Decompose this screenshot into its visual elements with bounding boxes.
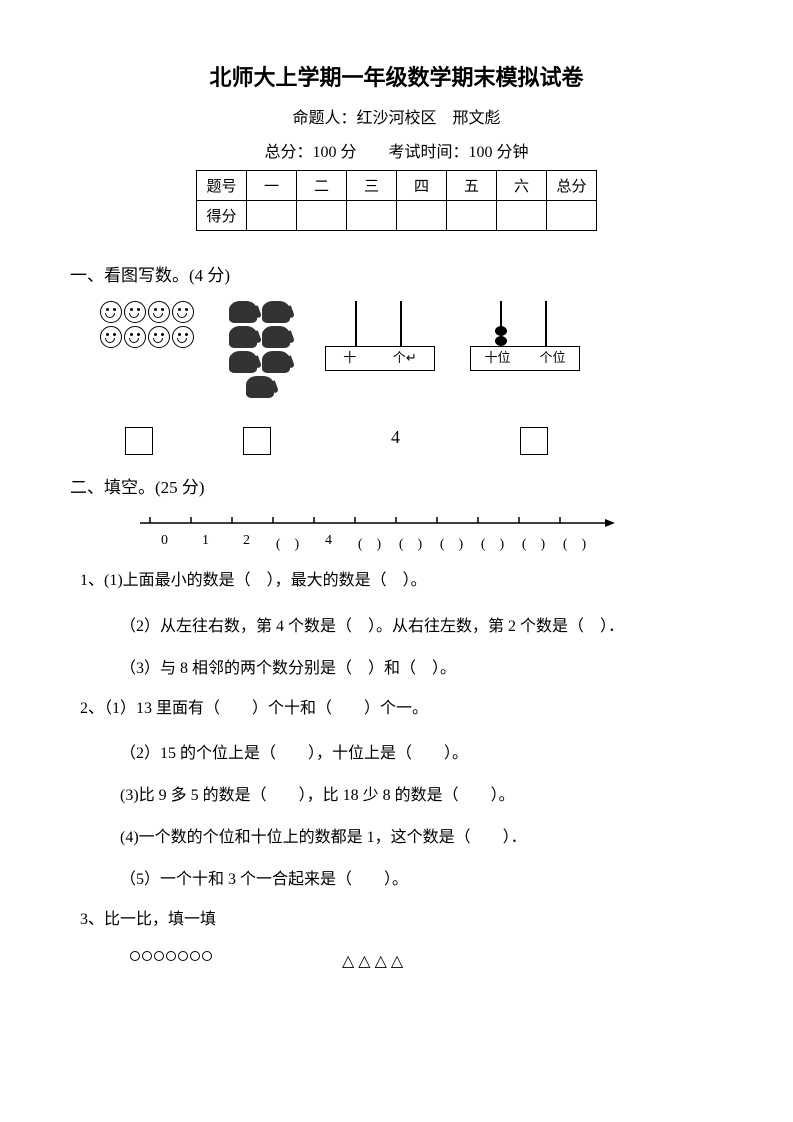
abacus-ones-label: 个位 [539, 347, 565, 366]
subtitle-author: 命题人：红沙河校区 邢文彪 [70, 104, 723, 128]
nl-label[interactable]: ( ) [267, 533, 308, 553]
table-cell[interactable] [247, 201, 297, 231]
table-cell: 四 [397, 171, 447, 201]
q2-2: （2）15 的个位上是（ ），十位上是（ ）。 [120, 739, 723, 763]
exam-info: 总分：100 分 考试时间：100 分钟 [70, 138, 723, 162]
nl-label[interactable]: ( ) [513, 533, 554, 553]
q1-2: （2）从左往右数，第 4 个数是（ ）。从右往左数，第 2 个数是（ ）． [120, 612, 723, 636]
table-cell[interactable] [347, 201, 397, 231]
score-table: 题号 一 二 三 四 五 六 总分 得分 [196, 170, 597, 231]
elephants-figure [229, 301, 290, 409]
circle-icon [178, 951, 188, 961]
smiley-icon [124, 301, 146, 323]
nl-label[interactable]: ( ) [349, 533, 390, 553]
circle-icon [202, 951, 212, 961]
circle-icon [166, 951, 176, 961]
answer-boxes-row: 4 [125, 419, 723, 455]
q3: 3、比一比，填一填 [80, 907, 723, 933]
table-cell: 三 [347, 171, 397, 201]
table-cell: 六 [497, 171, 547, 201]
smiley-icon [100, 326, 122, 348]
table-cell[interactable] [547, 201, 597, 231]
table-cell[interactable] [497, 201, 547, 231]
abacus-tens-label: 十 [343, 347, 356, 366]
nl-label: 1 [185, 533, 226, 553]
table-cell[interactable] [397, 201, 447, 231]
q1-3: （3）与 8 相邻的两个数分别是（ ）和（ ）。 [120, 654, 723, 678]
bead-icon [495, 326, 507, 336]
elephant-icon [246, 376, 274, 398]
nl-label[interactable]: ( ) [472, 533, 513, 553]
nl-label: 0 [144, 533, 185, 553]
shapes-row: △ △ △ △ [130, 951, 723, 971]
nl-label[interactable]: ( ) [390, 533, 431, 553]
table-row: 得分 [197, 201, 597, 231]
section1-header: 一、看图写数。(4 分) [70, 261, 723, 286]
circle-icon [154, 951, 164, 961]
smiley-icon [172, 326, 194, 348]
elephant-icon [262, 351, 290, 373]
q1-1: 1、(1)上面最小的数是（ ），最大的数是（ ）。 [80, 568, 723, 594]
table-cell: 五 [447, 171, 497, 201]
answer-box[interactable] [520, 427, 548, 455]
smiley-icon [124, 326, 146, 348]
section2-header: 二、填空。(25 分) [70, 473, 723, 498]
smiley-icon [172, 301, 194, 323]
elephant-icon [229, 351, 257, 373]
table-cell[interactable] [447, 201, 497, 231]
q2-4: (4)一个数的个位和十位上的数都是 1，这个数是（ ）． [120, 823, 723, 847]
nl-label[interactable]: ( ) [431, 533, 472, 553]
elephant-icon [262, 326, 290, 348]
table-cell: 二 [297, 171, 347, 201]
table-cell: 一 [247, 171, 297, 201]
elephant-icon [262, 301, 290, 323]
page-title: 北师大上学期一年级数学期末模拟试卷 [70, 60, 723, 92]
table-cell: 总分 [547, 171, 597, 201]
table-cell: 题号 [197, 171, 247, 201]
bead-icon [495, 336, 507, 346]
answer-box[interactable] [125, 427, 153, 455]
nl-label: 2 [226, 533, 267, 553]
circle-icon [130, 951, 140, 961]
abacus-1: 十 个↵ [325, 301, 435, 381]
q2-5: （5）一个十和 3 个一合起来是（ ）。 [120, 865, 723, 889]
circle-icon [142, 951, 152, 961]
q2-1: 2、（1）13 里面有（ ）个十和（ ）个一。 [80, 696, 723, 722]
abacus-tens-label: 十位 [484, 347, 510, 366]
table-cell: 得分 [197, 201, 247, 231]
circle-icon [190, 951, 200, 961]
table-cell[interactable] [297, 201, 347, 231]
nl-label[interactable]: ( ) [554, 533, 595, 553]
circles-group [130, 951, 212, 971]
abacus-2: 十位 个位 [470, 301, 580, 381]
table-row: 题号 一 二 三 四 五 六 总分 [197, 171, 597, 201]
elephant-icon [229, 326, 257, 348]
faces-figure [100, 301, 194, 363]
nl-label: 4 [308, 533, 349, 553]
smiley-icon [148, 326, 170, 348]
answer-box[interactable] [243, 427, 271, 455]
elephant-icon [229, 301, 257, 323]
triangles-group: △ △ △ △ [342, 951, 403, 971]
number-line-svg [130, 513, 620, 533]
abacus-ones-label: 个↵ [393, 347, 417, 366]
number-line: 0 1 2 ( ) 4 ( ) ( ) ( ) ( ) ( ) ( ) [130, 513, 723, 553]
smiley-icon [100, 301, 122, 323]
smiley-icon [148, 301, 170, 323]
q2-3: (3)比 9 多 5 的数是（ ），比 18 少 8 的数是（ ）。 [120, 781, 723, 805]
middle-number: 4 [391, 427, 400, 448]
question1-figures: 十 个↵ 十位 个位 [100, 301, 723, 409]
